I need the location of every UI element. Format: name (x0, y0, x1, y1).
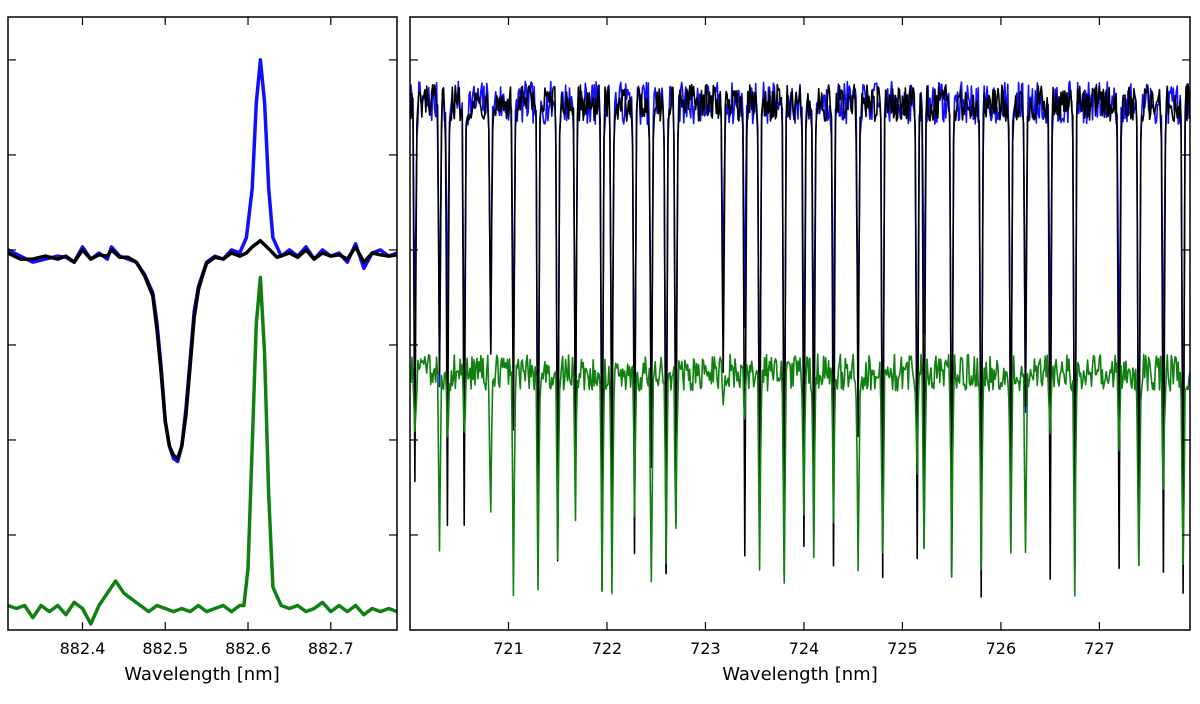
right-x-tick-label: 723 (690, 639, 721, 658)
left-panel: 882.4 882.5 882.6 882.7 Wavelength [nm] (7, 16, 398, 685)
left-series-0-line (8, 58, 397, 464)
left-x-tick-label: 882.6 (225, 639, 271, 658)
left-axis-ticks: 882.4 882.5 882.6 882.7 (8, 17, 397, 658)
right-x-tick-label: 722 (592, 639, 623, 658)
left-plot-area (8, 58, 397, 626)
left-series-2-line (8, 275, 397, 626)
right-x-tick-label: 721 (493, 639, 524, 658)
right-series-1-line (410, 83, 1190, 598)
right-axis-ticks: 721 722 723 724 725 726 727 (410, 17, 1190, 658)
left-x-tick-label: 882.4 (60, 639, 106, 658)
right-series-2-line (410, 353, 1190, 597)
left-plot-frame (7, 16, 398, 631)
right-x-tick-label: 724 (789, 639, 820, 658)
left-x-tick-label: 882.5 (142, 639, 188, 658)
right-x-tick-label: 726 (986, 639, 1017, 658)
right-plot-area (410, 80, 1190, 598)
right-x-axis-label: Wavelength [nm] (722, 664, 878, 685)
left-x-axis-label: Wavelength [nm] (124, 664, 280, 685)
right-plot-frame (409, 16, 1191, 631)
right-x-tick-label: 725 (887, 639, 918, 658)
right-panel: 721 722 723 724 725 726 727 Wavelength [nm] (409, 16, 1191, 685)
left-series-1-line (8, 238, 397, 461)
right-x-tick-label: 727 (1084, 639, 1115, 658)
left-x-tick-label: 882.7 (308, 639, 354, 658)
